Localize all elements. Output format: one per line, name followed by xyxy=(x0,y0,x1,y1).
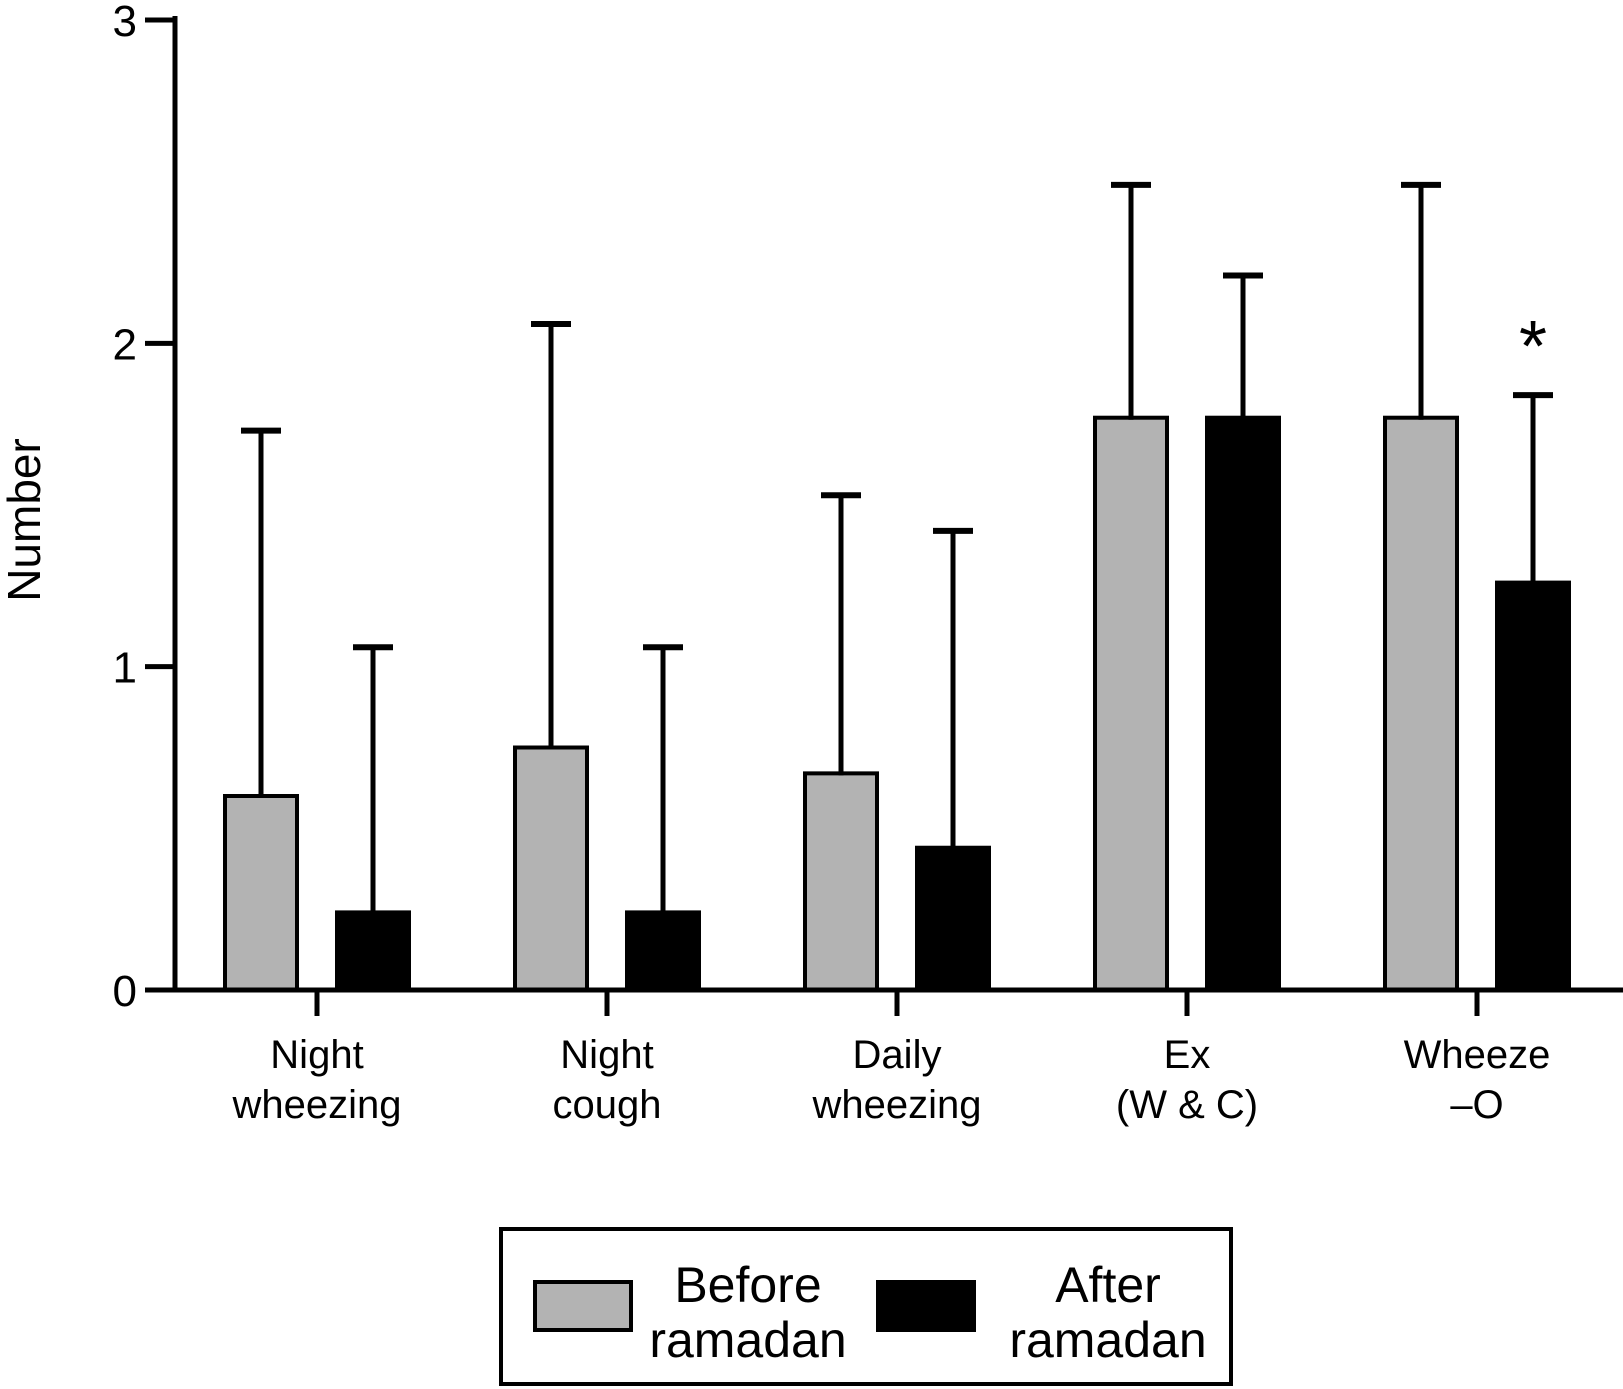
x-tick-label: Night wheezing xyxy=(231,1033,401,1127)
bar xyxy=(513,745,589,992)
bar xyxy=(1495,580,1571,992)
bar xyxy=(335,910,411,992)
x-tick-label: Night cough xyxy=(553,1033,662,1127)
legend-swatch-before xyxy=(533,1280,633,1332)
legend-label: After ramadan xyxy=(1009,1257,1206,1368)
bar xyxy=(803,771,879,992)
y-axis-title: Number xyxy=(0,438,50,602)
y-tick-label: 1 xyxy=(113,644,137,693)
x-tick-label: Wheeze –O xyxy=(1404,1033,1551,1127)
legend-swatch-after xyxy=(876,1280,976,1332)
y-tick-label: 0 xyxy=(113,967,137,1016)
bar xyxy=(625,910,701,992)
bar xyxy=(223,794,299,992)
bar xyxy=(1205,415,1281,992)
bar xyxy=(915,845,991,992)
legend-label: Before ramadan xyxy=(649,1257,846,1368)
significance-asterisk: * xyxy=(1519,307,1547,387)
bar xyxy=(1383,415,1459,992)
y-tick-label: 2 xyxy=(113,320,137,369)
y-tick-label: 3 xyxy=(113,0,137,46)
x-tick-label: Daily wheezing xyxy=(811,1033,981,1127)
x-tick-label: Ex (W & C) xyxy=(1116,1033,1258,1127)
bar xyxy=(1093,415,1169,992)
